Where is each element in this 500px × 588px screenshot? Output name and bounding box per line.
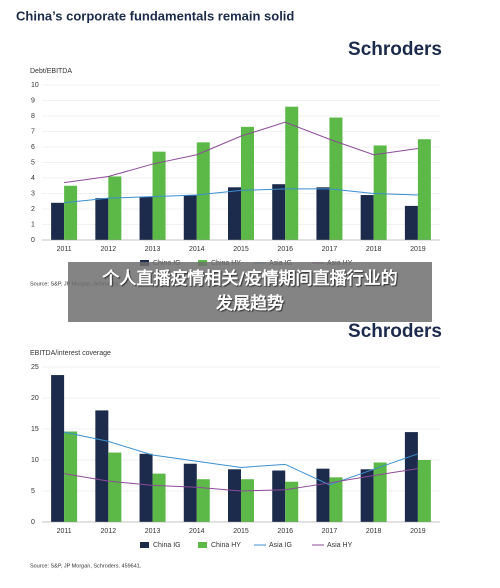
y-tick-label: 6 [31, 144, 35, 151]
legend-label: Asia IG [269, 542, 292, 549]
x-tick-label: 2015 [233, 528, 249, 535]
bar [373, 145, 387, 240]
x-tick-label: 2018 [366, 246, 382, 253]
y-tick-label: 5 [31, 488, 35, 495]
line [64, 121, 418, 184]
x-tick-label: 2017 [322, 528, 338, 535]
brand: Schroders [348, 321, 442, 342]
y-tick-label: 1 [31, 221, 35, 228]
y-tick-label: 0 [31, 237, 35, 244]
bar [95, 198, 109, 240]
legend-label: China IG [153, 542, 181, 549]
legend-swatch [140, 542, 149, 548]
bar [152, 473, 166, 522]
x-tick-label: 2012 [101, 528, 117, 535]
bar [316, 468, 330, 522]
y-axis-label: Debt/EBITDA [30, 68, 72, 75]
bar [196, 479, 210, 522]
bar [64, 431, 78, 522]
bar [241, 126, 254, 240]
source-note: Source: S&P, JP Morgan, Schroders. 45964… [30, 563, 142, 569]
y-tick-label: 0 [31, 519, 35, 526]
y-tick-label: 5 [31, 159, 35, 166]
bar [183, 463, 197, 522]
x-tick-label: 2013 [145, 528, 161, 535]
x-tick-label: 2013 [145, 246, 161, 253]
legend-label: China HY [211, 542, 241, 549]
x-tick-label: 2015 [233, 246, 249, 253]
bar [360, 195, 374, 240]
bar [316, 187, 330, 240]
y-tick-label: 15 [31, 426, 39, 433]
line [64, 188, 418, 204]
x-tick-label: 2011 [57, 528, 72, 535]
x-tick-label: 2018 [366, 528, 382, 535]
bar [152, 151, 166, 240]
x-tick-label: 2019 [410, 528, 426, 535]
bar [139, 453, 153, 522]
x-tick-label: 2011 [57, 246, 72, 253]
bar [108, 452, 122, 522]
bar [51, 202, 65, 240]
bar [285, 481, 299, 522]
bar [360, 469, 374, 522]
y-tick-label: 10 [31, 82, 39, 89]
legend-swatch [198, 542, 207, 548]
y-tick-label: 7 [31, 128, 35, 135]
bar [373, 462, 387, 522]
x-tick-label: 2014 [189, 246, 205, 253]
bar [329, 477, 343, 522]
bar [404, 432, 418, 522]
bar [417, 460, 431, 522]
legend-label: Asia HY [327, 542, 353, 549]
bar [196, 142, 210, 240]
y-tick-label: 9 [31, 97, 35, 104]
x-tick-label: 2016 [277, 246, 293, 253]
line [64, 431, 419, 486]
bar [272, 470, 286, 522]
y-tick-label: 3 [31, 190, 35, 197]
line [64, 468, 418, 492]
bar [241, 479, 254, 522]
y-axis-label: EBITDA/interest coverage [30, 350, 111, 357]
y-tick-label: 4 [31, 175, 35, 182]
x-tick-label: 2017 [322, 246, 338, 253]
x-tick-label: 2014 [189, 528, 205, 535]
x-tick-label: 2019 [410, 246, 426, 253]
brand: Schroders [348, 39, 442, 60]
bar [64, 185, 78, 240]
y-tick-label: 25 [31, 364, 39, 371]
page-title: China’s corporate fundamentals remain so… [16, 8, 294, 23]
overlay-banner: 个人直播疫情相关/疫情期间直播行业的发展趋势 [68, 262, 432, 322]
bar [228, 469, 241, 522]
y-tick-label: 8 [31, 113, 35, 120]
bar [272, 184, 286, 240]
x-tick-label: 2016 [277, 528, 293, 535]
bar [95, 410, 109, 522]
bar [139, 196, 153, 240]
bar [228, 187, 241, 240]
bar [329, 117, 343, 240]
bar [51, 375, 65, 522]
bar [108, 176, 122, 240]
bar [183, 195, 197, 240]
y-tick-label: 20 [31, 395, 39, 402]
y-tick-label: 2 [31, 206, 35, 213]
bar [417, 139, 431, 240]
bar [404, 205, 418, 240]
bar [285, 106, 299, 240]
y-tick-label: 10 [31, 457, 39, 464]
x-tick-label: 2012 [101, 246, 117, 253]
